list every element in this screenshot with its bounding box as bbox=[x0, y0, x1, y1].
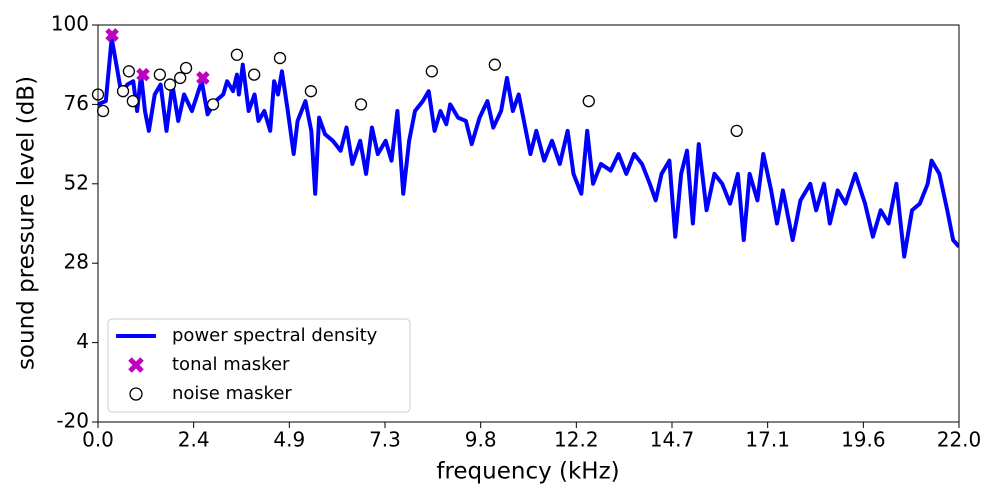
noise-marker bbox=[174, 71, 187, 85]
y-tick-label: 28 bbox=[64, 250, 89, 274]
x-tick-label: 7.3 bbox=[369, 428, 401, 452]
tonal-marker bbox=[196, 71, 210, 85]
noise-marker bbox=[730, 124, 743, 138]
y-axis-label: sound pressure level (dB) bbox=[14, 76, 40, 370]
noise-marker bbox=[126, 94, 139, 108]
x-tick-label: 9.8 bbox=[465, 428, 497, 452]
noise-marker bbox=[122, 65, 136, 78]
noise-marker bbox=[230, 48, 244, 61]
legend-label: power spectral density bbox=[172, 325, 378, 346]
y-tick-label: 76 bbox=[64, 91, 89, 115]
x-tick-label: 14.7 bbox=[650, 428, 695, 452]
legend-label: noise masker bbox=[172, 383, 292, 404]
x-tick-label: 19.6 bbox=[841, 428, 886, 452]
noise-marker bbox=[96, 104, 110, 118]
noise-marker bbox=[425, 65, 438, 78]
noise-marker bbox=[582, 94, 595, 108]
noise-marker bbox=[354, 98, 368, 111]
y-tick-label: -20 bbox=[56, 409, 89, 433]
noise-marker bbox=[248, 68, 261, 81]
noise-marker bbox=[304, 85, 318, 98]
x-tick-label: 2.4 bbox=[178, 428, 210, 452]
psd-line bbox=[98, 36, 959, 259]
legend-box bbox=[107, 318, 411, 413]
x-tick-label: 12.2 bbox=[554, 428, 599, 452]
noise-marker bbox=[163, 78, 177, 91]
x-tick-label: 17.1 bbox=[745, 428, 790, 452]
noise-marker bbox=[153, 68, 166, 81]
x-tick-label: 22.0 bbox=[937, 428, 982, 452]
y-tick-label: 52 bbox=[64, 170, 89, 194]
tonal-marker bbox=[136, 67, 150, 82]
y-tick-label: 4 bbox=[76, 329, 89, 353]
x-tick-label: 0.0 bbox=[82, 428, 114, 452]
x-axis-label: frequency (kHz) bbox=[436, 459, 619, 485]
legend-circle bbox=[129, 387, 143, 401]
noise-marker bbox=[273, 51, 287, 65]
x-tick-label: 4.9 bbox=[273, 428, 305, 452]
plot-frame bbox=[97, 24, 960, 423]
noise-marker bbox=[116, 85, 130, 98]
noise-marker bbox=[488, 58, 501, 71]
tonal-marker bbox=[105, 28, 119, 42]
y-tick-label: 100 bbox=[51, 12, 89, 36]
noise-marker bbox=[179, 61, 193, 75]
tonal-marker bbox=[128, 357, 144, 373]
noise-marker bbox=[206, 98, 220, 111]
legend-label: tonal masker bbox=[172, 354, 290, 375]
